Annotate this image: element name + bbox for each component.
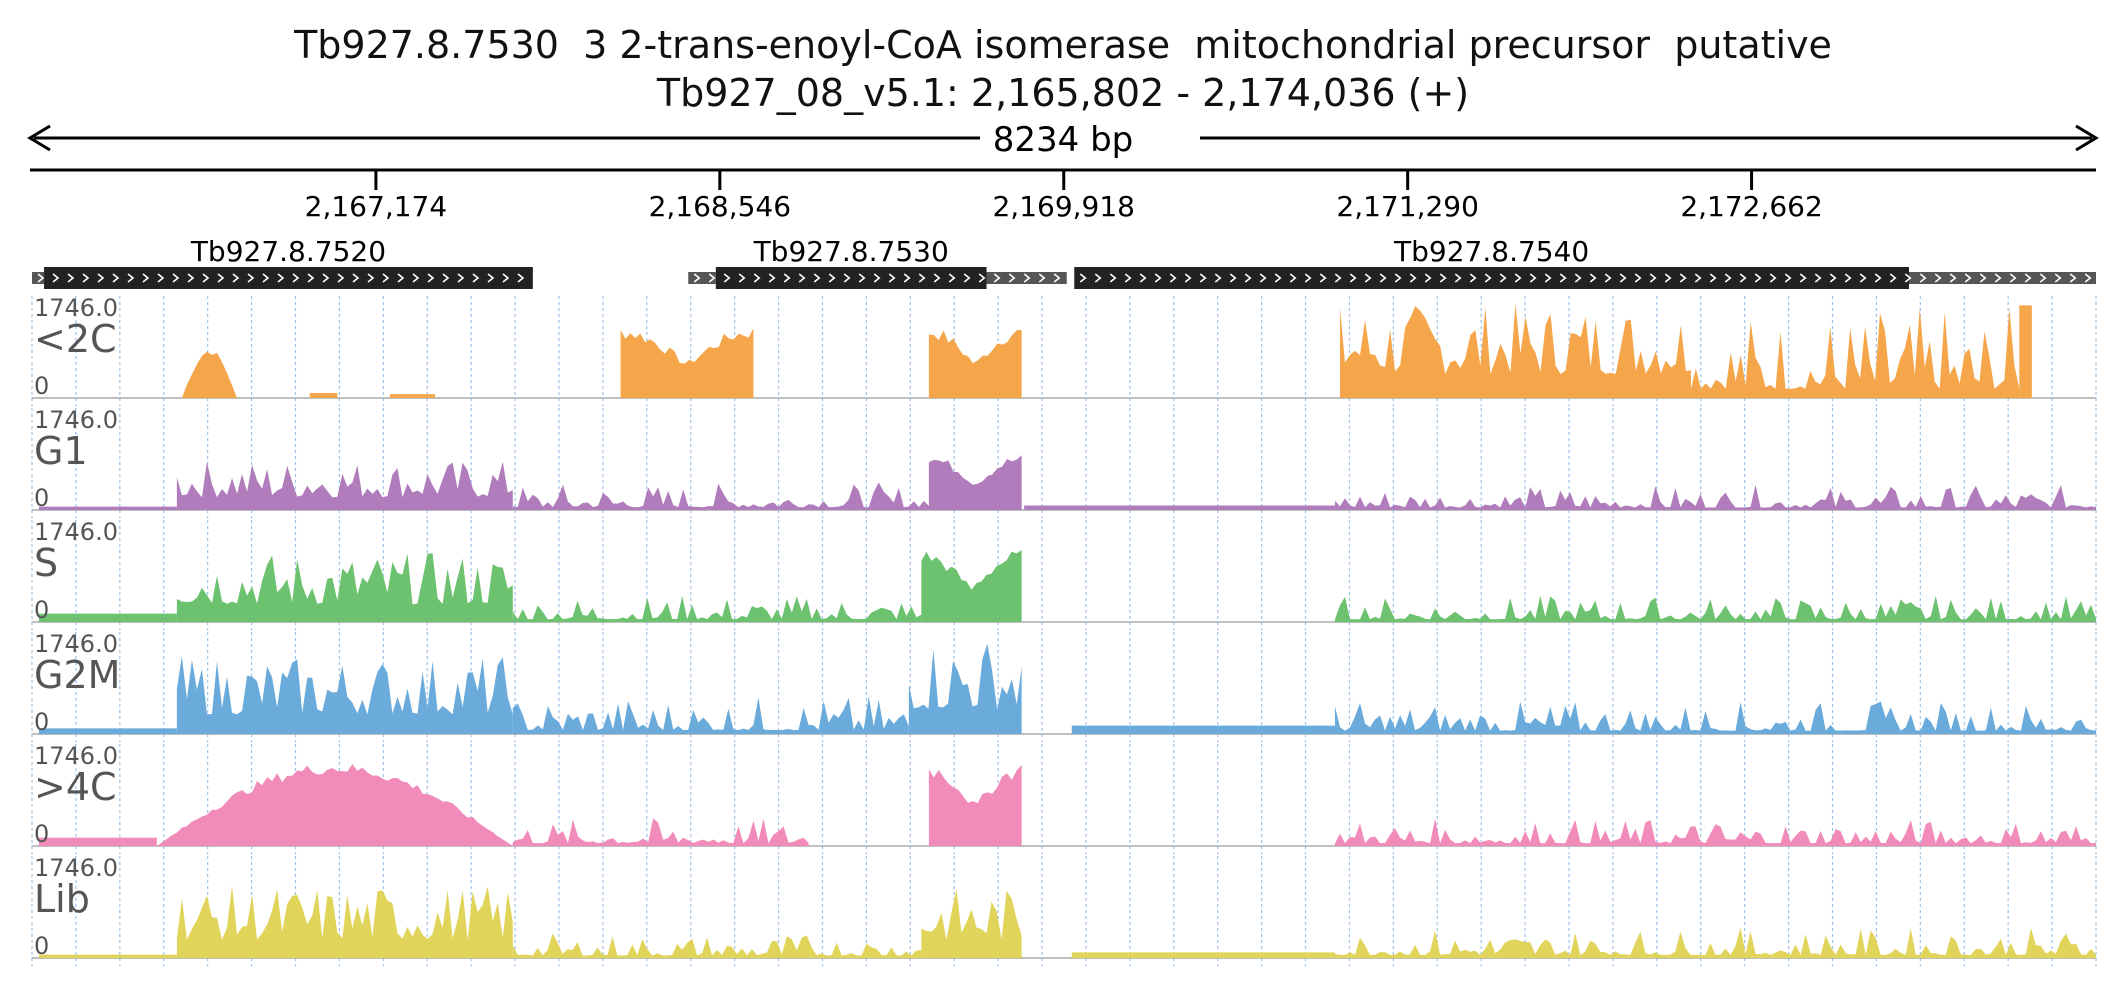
track-ymax-label: 1746.0	[34, 518, 118, 546]
ruler-tick-label: 2,172,662	[1680, 190, 1823, 223]
coverage-area	[156, 763, 513, 846]
page-title: Tb927.8.7530 3 2-trans-enoyl-CoA isomera…	[294, 23, 1832, 67]
locus-label: Tb927_08_v5.1: 2,165,802 - 2,174,036 (+)	[656, 71, 1470, 115]
coverage-area	[1334, 818, 2096, 846]
coverage-area	[921, 550, 1022, 622]
coverage-area	[309, 392, 338, 398]
gene-label: Tb927.8.7530	[753, 235, 949, 268]
coverage-area	[176, 656, 513, 734]
ruler-tick-label: 2,168,546	[649, 190, 792, 223]
track-ymax-label: 1746.0	[34, 294, 118, 322]
ruler-tick-label: 2,169,918	[992, 190, 1135, 223]
gene-utr3	[986, 272, 1067, 284]
track-ymax-label: 1746.0	[34, 742, 118, 770]
gene-label: Tb927.8.7520	[190, 235, 386, 268]
coverage-area	[512, 696, 909, 734]
coverage-area	[512, 482, 985, 510]
coverage-area	[176, 553, 513, 622]
coverage-area	[389, 394, 436, 398]
coverage-area	[921, 888, 1022, 958]
gene-utr5	[32, 272, 45, 284]
coverage-area	[39, 613, 177, 622]
coverage-area	[1339, 303, 1691, 398]
arrow-right-icon	[2075, 124, 2099, 152]
track-name: S	[34, 541, 58, 585]
coverage-area	[39, 506, 177, 510]
track-ymax-label: 1746.0	[34, 406, 118, 434]
coverage-area	[1024, 505, 1335, 510]
coverage-area	[1334, 484, 2096, 510]
track-ymin-label: 0	[34, 708, 49, 736]
gene-cds	[1074, 267, 1910, 289]
gene-cds	[44, 267, 533, 289]
span-label: 8234 bp	[993, 120, 1134, 160]
coverage-area	[2019, 305, 2032, 398]
track-ymin-label: 0	[34, 484, 49, 512]
gene-utr3	[1909, 272, 2096, 284]
track-name: G1	[34, 429, 88, 473]
track-ymax-label: 1746.0	[34, 630, 118, 658]
track-ymin-label: 0	[34, 372, 49, 400]
track-ymin-label: 0	[34, 596, 49, 624]
coverage-area	[1071, 725, 1335, 734]
coverage-area	[1690, 307, 2020, 398]
track-name: <2C	[34, 317, 117, 361]
coverage-area	[512, 595, 922, 622]
coverage-area	[39, 954, 177, 958]
ruler-tick-label: 2,167,174	[305, 190, 448, 223]
coverage-area	[39, 728, 177, 734]
strand-arrows-icon	[1079, 273, 2092, 283]
coverage-area	[39, 837, 157, 846]
coverage-area	[512, 818, 809, 846]
coverage-area	[1071, 952, 1335, 958]
strand-arrows-icon	[693, 273, 1061, 283]
track-ymin-label: 0	[34, 820, 49, 848]
ruler-tick-label: 2,171,290	[1336, 190, 1479, 223]
gene-utr5	[688, 272, 716, 284]
coverage-area	[512, 933, 922, 958]
gene-cds	[715, 267, 987, 289]
coverage-area	[181, 351, 238, 398]
track-ymin-label: 0	[34, 932, 49, 960]
coverage-area	[176, 885, 513, 958]
track-name: >4C	[34, 765, 117, 809]
coverage-area	[928, 764, 1022, 846]
coverage-area	[620, 328, 754, 398]
arrow-left-icon	[27, 124, 51, 152]
track-ymax-label: 1746.0	[34, 854, 118, 882]
track-name: Lib	[34, 877, 90, 921]
coverage-area	[1334, 595, 2096, 622]
gene-label: Tb927.8.7540	[1393, 235, 1589, 268]
track-name: G2M	[34, 653, 120, 697]
coverage-area	[1334, 927, 2096, 958]
strand-arrows-icon	[37, 273, 525, 283]
coverage-area	[928, 455, 1022, 510]
coverage-area	[1334, 701, 2096, 734]
coverage-area	[928, 330, 1022, 398]
coverage-area	[908, 643, 1022, 734]
coverage-area	[176, 461, 513, 510]
